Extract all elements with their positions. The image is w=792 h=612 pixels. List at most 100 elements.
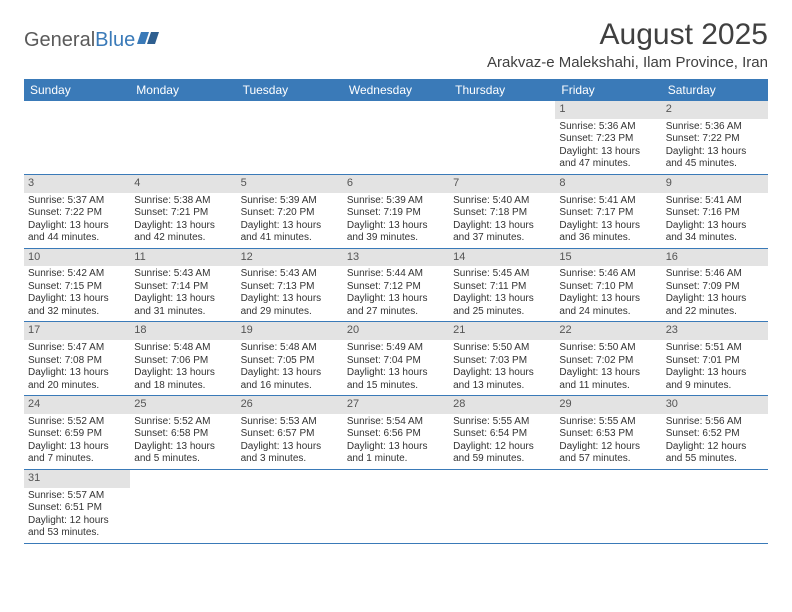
info-sr: Sunrise: 5:37 AM [28, 195, 126, 208]
day-cell: 21Sunrise: 5:50 AMSunset: 7:03 PMDayligh… [449, 322, 555, 395]
day-number: 22 [555, 322, 661, 340]
info-dl2: and 34 minutes. [666, 232, 764, 245]
day-cell: 3Sunrise: 5:37 AMSunset: 7:22 PMDaylight… [24, 175, 130, 248]
info-ss: Sunset: 6:53 PM [559, 428, 657, 441]
day-number: 10 [24, 249, 130, 267]
day-cell: 5Sunrise: 5:39 AMSunset: 7:20 PMDaylight… [237, 175, 343, 248]
day-cell: 26Sunrise: 5:53 AMSunset: 6:57 PMDayligh… [237, 396, 343, 469]
dayhead-wed: Wednesday [343, 79, 449, 101]
info-dl1: Daylight: 13 hours [241, 220, 339, 233]
info-dl2: and 45 minutes. [666, 158, 764, 171]
info-dl1: Daylight: 13 hours [134, 293, 232, 306]
info-dl1: Daylight: 13 hours [453, 293, 551, 306]
day-cell: 9Sunrise: 5:41 AMSunset: 7:16 PMDaylight… [662, 175, 768, 248]
info-sr: Sunrise: 5:47 AM [28, 342, 126, 355]
info-dl1: Daylight: 13 hours [134, 367, 232, 380]
day-number: 25 [130, 396, 236, 414]
day-cell: 18Sunrise: 5:48 AMSunset: 7:06 PMDayligh… [130, 322, 236, 395]
info-dl1: Daylight: 12 hours [559, 441, 657, 454]
info-dl1: Daylight: 13 hours [241, 441, 339, 454]
info-sr: Sunrise: 5:41 AM [559, 195, 657, 208]
day-cell [237, 101, 343, 174]
info-ss: Sunset: 7:04 PM [347, 355, 445, 368]
info-dl2: and 47 minutes. [559, 158, 657, 171]
info-dl2: and 31 minutes. [134, 306, 232, 319]
info-dl1: Daylight: 13 hours [28, 220, 126, 233]
week-row: 17Sunrise: 5:47 AMSunset: 7:08 PMDayligh… [24, 322, 768, 396]
info-dl2: and 1 minute. [347, 453, 445, 466]
info-sr: Sunrise: 5:55 AM [453, 416, 551, 429]
day-cell [130, 470, 236, 543]
info-ss: Sunset: 7:01 PM [666, 355, 764, 368]
info-dl2: and 59 minutes. [453, 453, 551, 466]
info-sr: Sunrise: 5:46 AM [559, 268, 657, 281]
day-cell: 30Sunrise: 5:56 AMSunset: 6:52 PMDayligh… [662, 396, 768, 469]
info-ss: Sunset: 6:59 PM [28, 428, 126, 441]
info-dl2: and 7 minutes. [28, 453, 126, 466]
week-row: 31Sunrise: 5:57 AMSunset: 6:51 PMDayligh… [24, 470, 768, 544]
day-number: 27 [343, 396, 449, 414]
info-sr: Sunrise: 5:54 AM [347, 416, 445, 429]
info-dl2: and 15 minutes. [347, 380, 445, 393]
info-ss: Sunset: 7:21 PM [134, 207, 232, 220]
day-cell: 7Sunrise: 5:40 AMSunset: 7:18 PMDaylight… [449, 175, 555, 248]
info-sr: Sunrise: 5:53 AM [241, 416, 339, 429]
info-dl1: Daylight: 13 hours [453, 367, 551, 380]
weeks-container: 1Sunrise: 5:36 AMSunset: 7:23 PMDaylight… [24, 101, 768, 544]
info-ss: Sunset: 7:18 PM [453, 207, 551, 220]
day-number: 29 [555, 396, 661, 414]
day-cell: 16Sunrise: 5:46 AMSunset: 7:09 PMDayligh… [662, 249, 768, 322]
info-dl1: Daylight: 12 hours [28, 515, 126, 528]
day-cell: 10Sunrise: 5:42 AMSunset: 7:15 PMDayligh… [24, 249, 130, 322]
info-ss: Sunset: 7:05 PM [241, 355, 339, 368]
day-number: 5 [237, 175, 343, 193]
info-sr: Sunrise: 5:52 AM [134, 416, 232, 429]
day-number: 11 [130, 249, 236, 267]
info-ss: Sunset: 7:15 PM [28, 281, 126, 294]
day-cell: 19Sunrise: 5:48 AMSunset: 7:05 PMDayligh… [237, 322, 343, 395]
day-cell: 17Sunrise: 5:47 AMSunset: 7:08 PMDayligh… [24, 322, 130, 395]
info-sr: Sunrise: 5:50 AM [453, 342, 551, 355]
week-row: 3Sunrise: 5:37 AMSunset: 7:22 PMDaylight… [24, 175, 768, 249]
info-dl2: and 41 minutes. [241, 232, 339, 245]
week-row: 10Sunrise: 5:42 AMSunset: 7:15 PMDayligh… [24, 249, 768, 323]
info-sr: Sunrise: 5:51 AM [666, 342, 764, 355]
info-dl2: and 57 minutes. [559, 453, 657, 466]
info-ss: Sunset: 7:09 PM [666, 281, 764, 294]
day-number: 28 [449, 396, 555, 414]
info-dl2: and 29 minutes. [241, 306, 339, 319]
info-ss: Sunset: 7:17 PM [559, 207, 657, 220]
day-number: 8 [555, 175, 661, 193]
day-cell: 6Sunrise: 5:39 AMSunset: 7:19 PMDaylight… [343, 175, 449, 248]
info-dl1: Daylight: 13 hours [559, 220, 657, 233]
info-sr: Sunrise: 5:40 AM [453, 195, 551, 208]
day-number: 17 [24, 322, 130, 340]
day-cell: 22Sunrise: 5:50 AMSunset: 7:02 PMDayligh… [555, 322, 661, 395]
info-sr: Sunrise: 5:45 AM [453, 268, 551, 281]
info-dl2: and 27 minutes. [347, 306, 445, 319]
info-sr: Sunrise: 5:38 AM [134, 195, 232, 208]
day-number: 23 [662, 322, 768, 340]
info-ss: Sunset: 7:10 PM [559, 281, 657, 294]
info-ss: Sunset: 7:22 PM [666, 133, 764, 146]
info-dl1: Daylight: 13 hours [559, 293, 657, 306]
info-dl1: Daylight: 13 hours [666, 146, 764, 159]
info-ss: Sunset: 7:13 PM [241, 281, 339, 294]
info-dl1: Daylight: 13 hours [241, 367, 339, 380]
info-sr: Sunrise: 5:57 AM [28, 490, 126, 503]
info-ss: Sunset: 7:03 PM [453, 355, 551, 368]
day-number: 2 [662, 101, 768, 119]
calendar-grid: Sunday Monday Tuesday Wednesday Thursday… [24, 79, 768, 544]
info-ss: Sunset: 6:56 PM [347, 428, 445, 441]
day-cell [343, 101, 449, 174]
day-cell: 23Sunrise: 5:51 AMSunset: 7:01 PMDayligh… [662, 322, 768, 395]
info-dl2: and 24 minutes. [559, 306, 657, 319]
info-dl2: and 53 minutes. [28, 527, 126, 540]
day-cell: 29Sunrise: 5:55 AMSunset: 6:53 PMDayligh… [555, 396, 661, 469]
info-dl1: Daylight: 13 hours [347, 441, 445, 454]
info-dl2: and 16 minutes. [241, 380, 339, 393]
dayhead-tue: Tuesday [237, 79, 343, 101]
day-cell: 1Sunrise: 5:36 AMSunset: 7:23 PMDaylight… [555, 101, 661, 174]
info-dl2: and 36 minutes. [559, 232, 657, 245]
dayhead-sat: Saturday [662, 79, 768, 101]
